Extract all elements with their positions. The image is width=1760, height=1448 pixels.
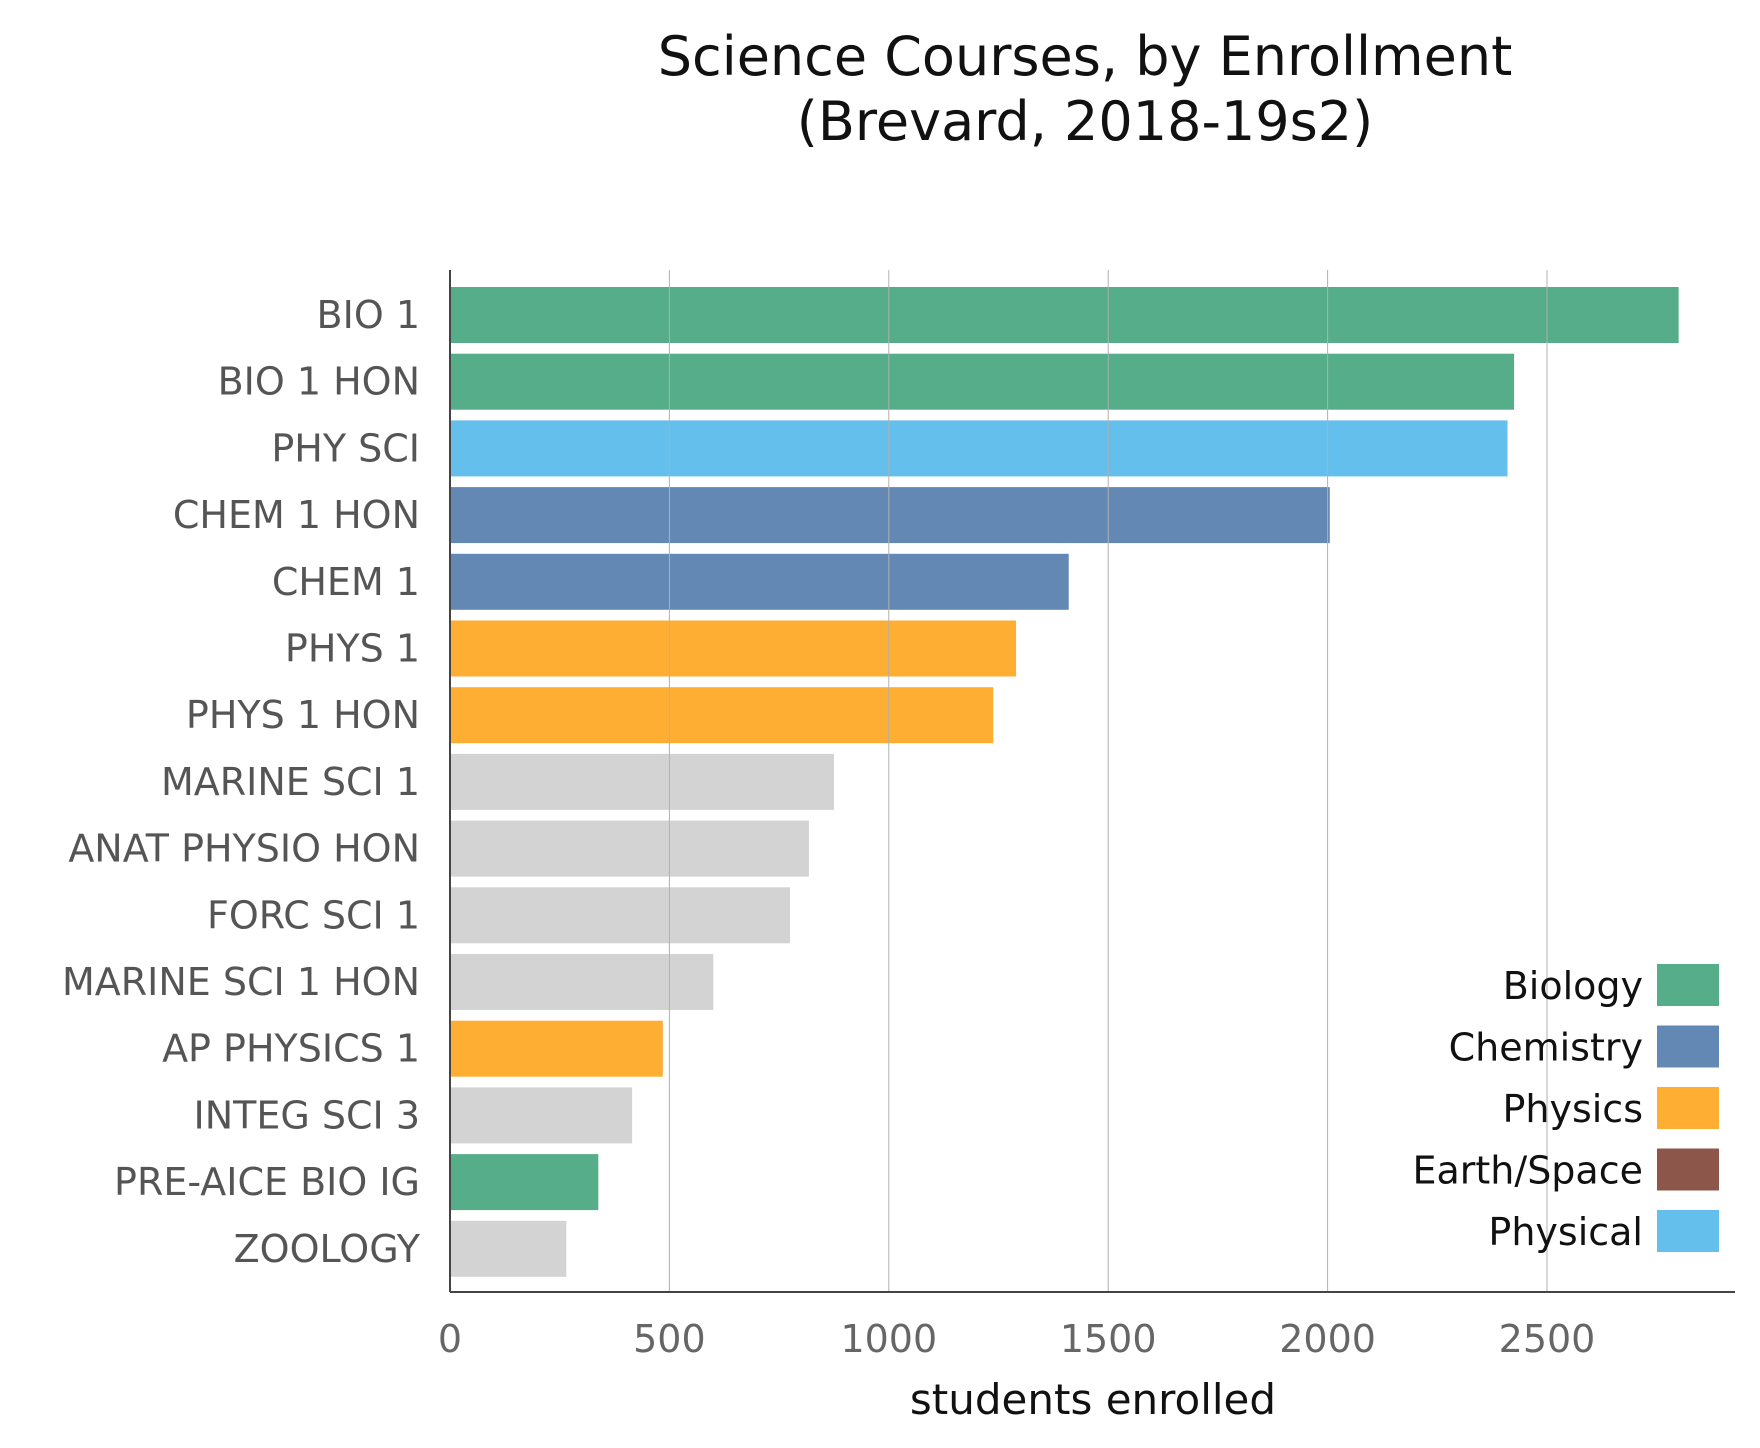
x-tick-label: 2000 xyxy=(1279,1317,1376,1361)
bar xyxy=(450,887,791,944)
bar xyxy=(450,820,809,877)
legend-label: Biology xyxy=(1503,964,1643,1008)
x-axis-label: students enrolled xyxy=(910,1375,1276,1424)
y-tick-label: ANAT PHYSIO HON xyxy=(68,827,420,871)
y-tick-label: MARINE SCI 1 xyxy=(161,760,420,804)
bar xyxy=(450,687,994,744)
x-tick-label: 500 xyxy=(633,1317,706,1361)
bar xyxy=(450,753,834,810)
chart-title-line2: (Brevard, 2018-19s2) xyxy=(797,90,1373,153)
chart-title-line1: Science Courses, by Enrollment xyxy=(658,25,1513,88)
y-tick-label: AP PHYSICS 1 xyxy=(162,1027,420,1071)
bar xyxy=(450,287,1679,343)
y-tick-label: INTEG SCI 3 xyxy=(194,1093,421,1137)
legend-label: Earth/Space xyxy=(1412,1149,1643,1193)
y-tick-label: CHEM 1 HON xyxy=(173,493,420,537)
y-tick-label: CHEM 1 xyxy=(272,560,420,604)
gridlines xyxy=(668,270,1548,1292)
bar xyxy=(450,620,1017,677)
y-tick-label: MARINE SCI 1 HON xyxy=(62,960,420,1004)
bar xyxy=(450,1154,599,1211)
legend-swatch xyxy=(1657,1148,1719,1191)
bar xyxy=(450,1020,663,1077)
y-tick-label: PHYS 1 HON xyxy=(186,693,420,737)
legend-swatch xyxy=(1657,1210,1719,1252)
x-tick-label: 2500 xyxy=(1499,1317,1596,1361)
legend-swatch xyxy=(1657,964,1719,1006)
bar xyxy=(450,553,1069,610)
bars xyxy=(450,287,1679,1277)
bar xyxy=(450,1087,633,1144)
y-tick-label: PRE-AICE BIO IG xyxy=(114,1160,420,1204)
legend-label: Physics xyxy=(1502,1087,1643,1131)
legend-label: Chemistry xyxy=(1449,1026,1643,1070)
x-tick-label: 0 xyxy=(438,1317,462,1361)
y-tick-label: PHY SCI xyxy=(271,426,420,470)
y-tick-label: FORC SCI 1 xyxy=(207,893,420,937)
x-tick-label: 1000 xyxy=(840,1317,937,1361)
y-tick-label: BIO 1 HON xyxy=(218,360,420,404)
legend-swatch xyxy=(1657,1087,1719,1129)
legend-label: Physical xyxy=(1488,1210,1643,1254)
y-tick-label: PHYS 1 xyxy=(285,627,420,671)
bar xyxy=(450,487,1330,544)
x-tick-labels: 0 500 1000 1500 2000 2500 xyxy=(438,1317,1595,1361)
x-tick-label: 1500 xyxy=(1060,1317,1157,1361)
bar xyxy=(450,353,1515,410)
bar xyxy=(450,1220,567,1277)
legend: Biology Chemistry Physics Earth/Space Physic… xyxy=(1412,964,1719,1254)
legend-swatch xyxy=(1657,1025,1719,1068)
y-tick-label: ZOOLOGY xyxy=(234,1227,421,1271)
y-tick-label: BIO 1 xyxy=(317,293,420,337)
y-tick-labels: BIO 1 BIO 1 HON PHY SCI CHEM 1 HON CHEM 1 PHY… xyxy=(62,293,421,1271)
bar xyxy=(450,954,714,1010)
bar xyxy=(450,420,1508,477)
